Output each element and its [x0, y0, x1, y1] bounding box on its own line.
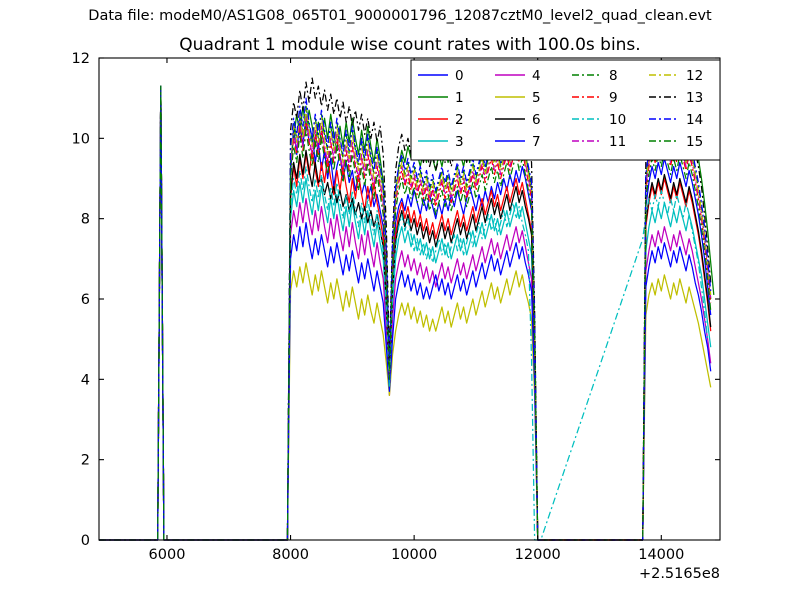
y-tick-label: 8 [81, 212, 90, 228]
series-line-3 [99, 85, 712, 541]
legend-label-1: 1 [455, 90, 464, 106]
x-tick-label: 14000 [638, 547, 684, 563]
legend-label-9: 9 [609, 90, 618, 106]
y-tick-label: 6 [81, 292, 90, 308]
legend-label-0: 0 [455, 68, 464, 84]
axes-ticks [99, 57, 720, 541]
y-tick-label: 0 [81, 533, 90, 549]
legend-label-15: 15 [686, 134, 703, 150]
legend-label-3: 3 [455, 134, 464, 150]
legend-label-11: 11 [609, 134, 626, 150]
x-axis-offset-label: +2.5165e8 [639, 566, 720, 582]
x-tick-label: 6000 [149, 547, 186, 563]
axes-title: Quadrant 1 module wise count rates with … [179, 35, 640, 55]
series-line-10 [99, 85, 709, 541]
legend-label-13: 13 [686, 90, 703, 106]
series-line-5 [99, 85, 712, 541]
legend-label-2: 2 [455, 112, 464, 128]
x-tick-label: 12000 [515, 547, 561, 563]
y-tick-label: 4 [81, 372, 90, 388]
legend-label-4: 4 [532, 68, 541, 84]
legend-label-7: 7 [532, 134, 541, 150]
series-line-7 [99, 85, 712, 541]
legend-label-14: 14 [686, 112, 703, 128]
legend-label-6: 6 [532, 112, 541, 128]
y-tick-label: 12 [72, 51, 90, 67]
y-tick-label: 10 [72, 131, 90, 147]
legend-label-5: 5 [532, 90, 541, 106]
legend-frame [410, 59, 721, 161]
figure-suptitle: Data file: modeM0/AS1G08_065T01_90000017… [88, 8, 712, 24]
series-line-13 [99, 77, 712, 541]
legend-label-12: 12 [686, 68, 703, 84]
x-tick-label: 8000 [272, 547, 309, 563]
series-line-2 [99, 85, 712, 541]
x-tick-label: 10000 [391, 547, 437, 563]
legend-label-10: 10 [609, 112, 626, 128]
legend-label-8: 8 [609, 68, 618, 84]
y-tick-label: 2 [81, 453, 90, 469]
